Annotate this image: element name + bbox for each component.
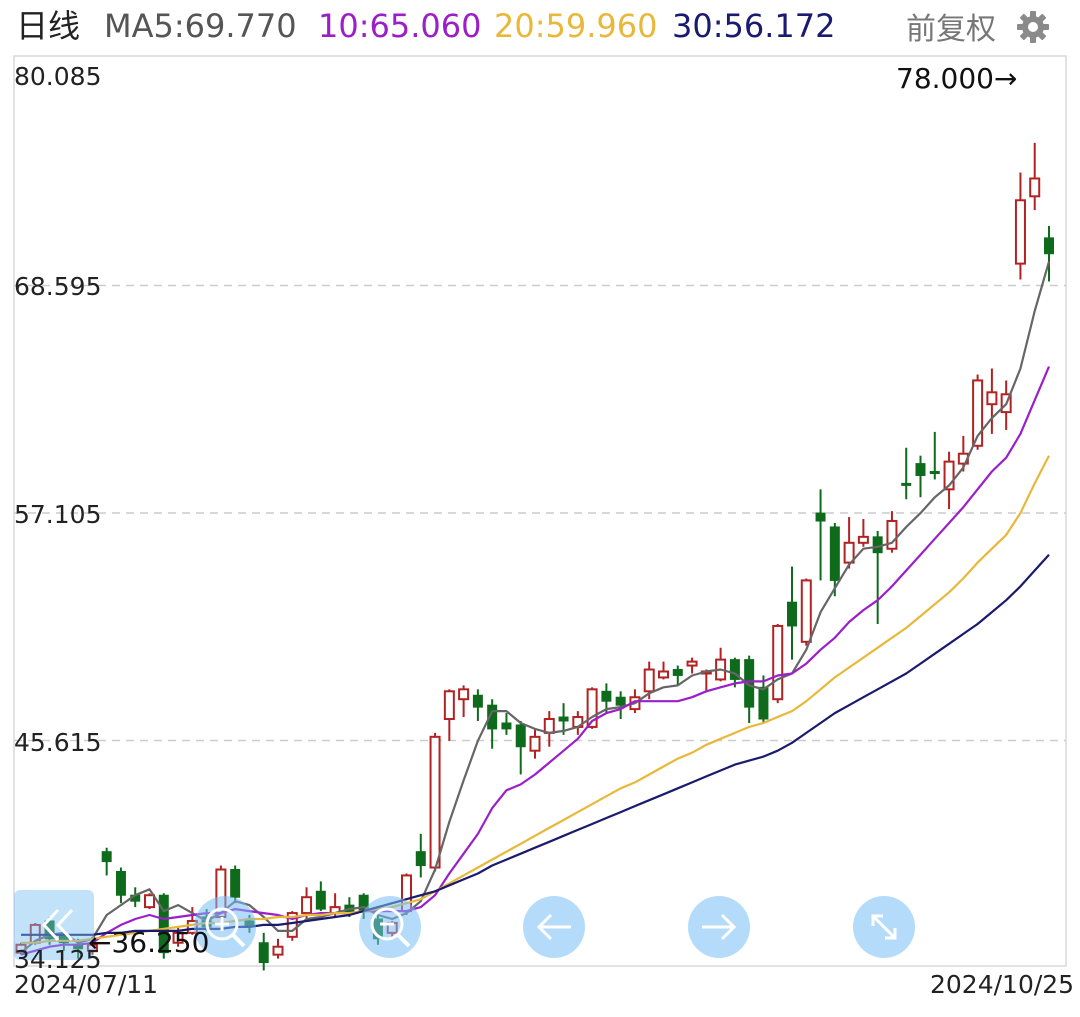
scroll-left-fast-button[interactable] xyxy=(14,890,94,960)
chart-header: 日线 MA5:69.770 10:65.060 20:59.960 30:56.… xyxy=(0,0,1080,52)
candle-body xyxy=(258,942,269,964)
candle-body xyxy=(158,894,169,954)
grid-lines xyxy=(13,55,1067,967)
candle-body xyxy=(886,520,898,550)
arrow-right-icon xyxy=(702,913,737,941)
candle-body xyxy=(672,669,683,676)
min-price-annotation: ←36.250 xyxy=(88,926,210,959)
y-tick-label: 57.105 xyxy=(14,500,102,529)
candle-body xyxy=(543,718,555,734)
adjust-settings-button[interactable]: 前复权 xyxy=(906,4,1050,52)
y-tick-label: 80.085 xyxy=(14,62,102,91)
candle-body xyxy=(586,688,598,728)
candle-body xyxy=(501,722,512,730)
x-start-label: 2024/07/11 xyxy=(14,970,159,999)
candle-body xyxy=(115,870,126,896)
adjust-label: 前复权 xyxy=(906,12,996,47)
candle-body xyxy=(829,526,840,581)
y-tick-label: 45.615 xyxy=(14,728,102,757)
candle-body xyxy=(558,716,569,722)
moving-average-lines xyxy=(20,261,1051,956)
candle-body xyxy=(101,851,112,863)
candle-body xyxy=(843,541,855,564)
candle-body xyxy=(144,894,155,909)
candles xyxy=(15,142,1054,971)
scroll-left-button[interactable] xyxy=(523,896,585,958)
candle-body xyxy=(172,931,184,944)
candle-body xyxy=(230,868,241,898)
candle-body xyxy=(929,471,940,475)
candle-body xyxy=(800,579,812,643)
candle-body xyxy=(729,659,740,680)
candle-body xyxy=(643,668,655,693)
candle-body xyxy=(772,624,784,701)
candle-body xyxy=(286,912,298,938)
candle-body xyxy=(1044,237,1054,255)
candle-body xyxy=(915,463,926,476)
ma20-legend: 20:59.960 xyxy=(494,7,658,45)
candle-body xyxy=(986,391,998,406)
candle-body xyxy=(901,482,912,486)
candle-body xyxy=(601,690,612,702)
candle-body xyxy=(487,704,498,730)
gear-icon[interactable] xyxy=(1016,10,1050,52)
max-price-annotation: 78.000→ xyxy=(896,62,1018,95)
candle-body xyxy=(515,724,526,748)
candle-body xyxy=(615,696,626,706)
candle-body xyxy=(686,660,698,667)
ma5-legend: MA5:69.770 xyxy=(104,7,297,45)
candle-body xyxy=(315,890,326,910)
candle-body xyxy=(658,670,669,679)
candle-body xyxy=(744,659,755,708)
scroll-right-button[interactable] xyxy=(688,896,750,958)
candle-body xyxy=(972,379,984,447)
zoom-in-icon xyxy=(205,907,246,948)
x-end-label: 2024/10/25 xyxy=(930,970,1075,999)
candle-body xyxy=(787,601,797,627)
ma30-legend: 30:56.172 xyxy=(672,7,836,45)
candle-body xyxy=(429,735,441,869)
candle-body xyxy=(458,688,470,701)
y-tick-label: 34.125 xyxy=(14,945,102,974)
candle-body xyxy=(857,535,869,544)
ma10-legend: 10:65.060 xyxy=(318,7,482,45)
double-chevron-left-icon xyxy=(41,908,74,942)
candle-body xyxy=(415,851,426,867)
plot-border xyxy=(13,55,1067,967)
zoom-out-button[interactable] xyxy=(359,896,421,958)
zoom-in-button[interactable] xyxy=(194,896,256,958)
y-tick-label: 68.595 xyxy=(14,272,102,301)
candle-body xyxy=(272,945,284,956)
ma5-line xyxy=(20,261,1051,954)
ma30-line xyxy=(21,553,1050,936)
arrow-left-icon xyxy=(536,913,571,941)
candle-body xyxy=(872,536,883,554)
ma10-line xyxy=(20,366,1051,956)
ma20-line xyxy=(21,455,1050,944)
candle-body xyxy=(529,735,541,752)
candle-body xyxy=(758,686,769,720)
zoom-out-icon xyxy=(370,907,411,948)
candle-body xyxy=(86,943,98,952)
candle-body xyxy=(943,460,955,491)
candle-body xyxy=(472,694,483,708)
candle-body xyxy=(301,896,313,915)
candle-body xyxy=(1029,177,1041,198)
fullscreen-button[interactable] xyxy=(853,896,915,958)
expand-icon xyxy=(871,914,897,940)
candle-body xyxy=(815,512,826,522)
candle-body xyxy=(1014,199,1026,265)
candle-body xyxy=(443,690,455,721)
period-label[interactable]: 日线 xyxy=(16,7,81,45)
